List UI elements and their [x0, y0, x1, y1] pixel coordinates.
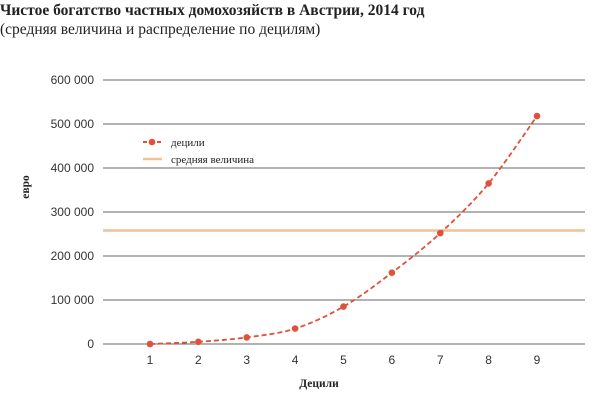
- x-tick-label: 7: [437, 353, 444, 367]
- data-point: [243, 334, 251, 341]
- x-tick-label: 5: [340, 353, 347, 367]
- legend-series-label: децили: [171, 137, 205, 149]
- chart-title: Чистое богатство частных домохозяйств в …: [0, 2, 425, 19]
- x-tick-label: 9: [534, 353, 541, 367]
- y-axis-title: евро: [20, 175, 32, 199]
- x-tick-label: 1: [147, 353, 154, 367]
- y-axis-ticks: 0 100 000 200 000 300 000 400 000 500 000 600 …: [51, 73, 95, 351]
- y-tick-label: 500 000: [51, 117, 95, 131]
- data-point: [388, 269, 396, 277]
- data-point: [533, 112, 541, 120]
- x-axis-ticks: 1 2 3 4 5 6 7 8 9: [147, 353, 541, 367]
- y-tick-label: 300 000: [51, 205, 95, 219]
- data-point: [340, 303, 347, 310]
- grid-lines: [103, 79, 585, 345]
- series-line: [149, 115, 538, 345]
- y-tick-label: 0: [87, 337, 94, 351]
- series-group: [146, 112, 541, 348]
- y-tick-label: 100 000: [51, 293, 95, 307]
- x-tick-label: 8: [485, 353, 492, 367]
- x-axis-title: Децили: [299, 378, 339, 390]
- legend-series-marker: [148, 138, 156, 146]
- data-point: [291, 325, 299, 332]
- data-point: [436, 229, 444, 237]
- x-tick-label: 6: [389, 353, 396, 367]
- data-point: [485, 180, 492, 187]
- data-point: [195, 338, 202, 346]
- data-point: [146, 340, 154, 348]
- legend: децили средняя величина: [143, 137, 254, 166]
- y-tick-label: 400 000: [51, 161, 95, 175]
- x-tick-label: 3: [243, 353, 250, 367]
- x-tick-label: 2: [195, 353, 202, 367]
- y-tick-label: 600 000: [51, 73, 95, 87]
- chart-subtitle: (средняя величина и распределение по дец…: [0, 21, 321, 38]
- x-tick-label: 4: [292, 353, 299, 367]
- y-tick-label: 200 000: [51, 249, 95, 263]
- legend-mean-label: средняя величина: [171, 154, 254, 166]
